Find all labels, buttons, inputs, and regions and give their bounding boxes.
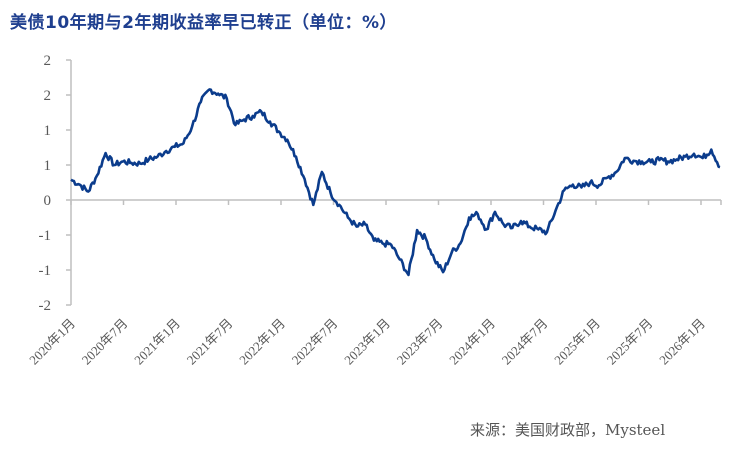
y-tick-label: 1 — [44, 123, 52, 139]
x-tick-label: 2020年7月 — [79, 316, 131, 368]
y-tick-label: -2 — [39, 298, 52, 314]
source-note: 来源：美国财政部，Mysteel — [470, 421, 666, 439]
y-tick-label: 2 — [44, 53, 52, 69]
x-tick-label: 2024年1月 — [446, 316, 498, 368]
y-tick-label: -1 — [39, 228, 52, 244]
x-tick-label: 2022年1月 — [236, 316, 288, 368]
y-tick-label: 2 — [44, 88, 52, 104]
yield-spread-line — [70, 88, 721, 277]
y-tick-label: -1 — [39, 263, 52, 279]
x-tick-label: 2023年7月 — [394, 316, 446, 368]
y-axis-ticks: 2 2 1 1 0 -1 -1 -2 — [39, 53, 71, 314]
y-tick-label: 1 — [44, 158, 52, 174]
x-tick-label: 2022年7月 — [289, 316, 341, 368]
x-tick-label: 2025年1月 — [551, 316, 603, 368]
x-tick-label: 2026年1月 — [656, 316, 708, 368]
x-tick-label: 2023年1月 — [341, 316, 393, 368]
x-tick-label: 2021年7月 — [184, 316, 236, 368]
x-tick-label: 2021年1月 — [131, 316, 183, 368]
x-tick-label: 2024年7月 — [499, 316, 551, 368]
x-tick-label: 2025年7月 — [604, 316, 656, 368]
x-axis-ticks: 2020年1月 2020年7月 2021年1月 2021年7月 2022年1月 2022年… — [26, 200, 722, 368]
chart-axes — [70, 60, 721, 305]
chart-title: 美债10年期与2年期收益率早已转正（单位：%） — [10, 13, 398, 33]
y-tick-label: 0 — [44, 193, 52, 209]
x-tick-label: 2020年1月 — [26, 316, 78, 368]
